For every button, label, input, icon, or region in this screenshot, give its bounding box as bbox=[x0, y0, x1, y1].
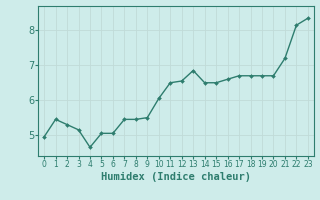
X-axis label: Humidex (Indice chaleur): Humidex (Indice chaleur) bbox=[101, 172, 251, 182]
